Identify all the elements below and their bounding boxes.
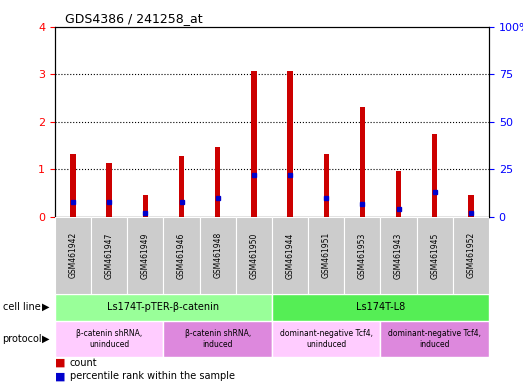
Text: Ls174T-pTER-β-catenin: Ls174T-pTER-β-catenin [107, 302, 220, 312]
Bar [55, 321, 163, 357]
Bar [127, 217, 163, 294]
Bar [396, 171, 401, 217]
Bar [453, 217, 489, 294]
Bar [143, 195, 148, 217]
Bar [272, 321, 380, 357]
Text: β-catenin shRNA,
induced: β-catenin shRNA, induced [185, 329, 251, 349]
Bar [236, 217, 272, 294]
Bar [432, 134, 437, 217]
Text: GSM461953: GSM461953 [358, 232, 367, 278]
Bar [381, 321, 489, 357]
Bar [55, 294, 272, 321]
Text: ■: ■ [55, 371, 65, 381]
Text: β-catenin shRNA,
uninduced: β-catenin shRNA, uninduced [76, 329, 142, 349]
Bar [344, 217, 380, 294]
Bar [251, 71, 257, 217]
Text: GSM461949: GSM461949 [141, 232, 150, 278]
Bar [200, 217, 236, 294]
Text: ■: ■ [55, 358, 65, 368]
Bar [91, 217, 127, 294]
Text: percentile rank within the sample: percentile rank within the sample [70, 371, 234, 381]
Text: ▶: ▶ [42, 334, 49, 344]
Bar [417, 217, 453, 294]
Text: protocol: protocol [3, 334, 42, 344]
Text: dominant-negative Tcf4,
uninduced: dominant-negative Tcf4, uninduced [280, 329, 373, 349]
Bar [215, 147, 220, 217]
Bar [272, 294, 489, 321]
Text: GDS4386 / 241258_at: GDS4386 / 241258_at [65, 12, 203, 25]
Text: ▶: ▶ [42, 302, 49, 312]
Bar [55, 217, 91, 294]
Bar [360, 107, 365, 217]
Text: GSM461944: GSM461944 [286, 232, 294, 278]
Bar [107, 163, 112, 217]
Bar [163, 321, 272, 357]
Text: dominant-negative Tcf4,
induced: dominant-negative Tcf4, induced [388, 329, 481, 349]
Bar [324, 154, 329, 217]
Text: GSM461943: GSM461943 [394, 232, 403, 278]
Text: count: count [70, 358, 97, 368]
Text: GSM461947: GSM461947 [105, 232, 113, 278]
Bar [287, 71, 293, 217]
Bar [70, 154, 76, 217]
Bar [272, 217, 308, 294]
Text: GSM461948: GSM461948 [213, 232, 222, 278]
Text: GSM461945: GSM461945 [430, 232, 439, 278]
Bar [308, 217, 344, 294]
Bar [380, 217, 417, 294]
Text: GSM461950: GSM461950 [249, 232, 258, 278]
Bar [163, 217, 200, 294]
Bar [468, 195, 474, 217]
Text: GSM461952: GSM461952 [467, 232, 475, 278]
Text: cell line: cell line [3, 302, 40, 312]
Text: GSM461951: GSM461951 [322, 232, 331, 278]
Text: Ls174T-L8: Ls174T-L8 [356, 302, 405, 312]
Bar [179, 156, 184, 217]
Text: GSM461942: GSM461942 [69, 232, 77, 278]
Text: GSM461946: GSM461946 [177, 232, 186, 278]
